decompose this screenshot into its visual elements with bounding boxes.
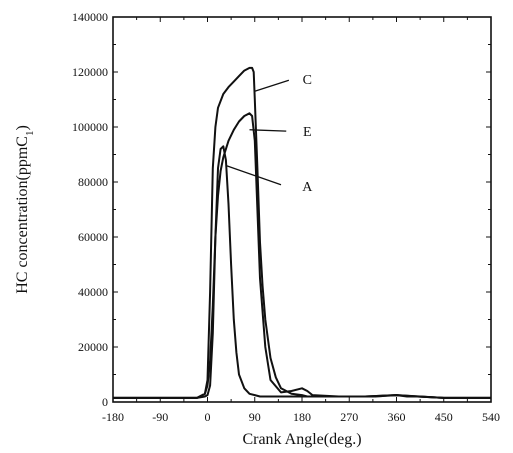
axis-ticks bbox=[112, 16, 492, 403]
y-tick-label: 120000 bbox=[72, 65, 108, 79]
x-tick-label: 0 bbox=[205, 410, 211, 424]
x-tick-label: 180 bbox=[293, 410, 311, 424]
annotation-leader-c bbox=[254, 79, 290, 92]
x-tick-label: 90 bbox=[249, 410, 261, 424]
annotation-label-a: A bbox=[302, 180, 313, 195]
annotation-leader-e bbox=[249, 129, 287, 132]
series-line-a bbox=[113, 145, 491, 399]
x-tick-label: -90 bbox=[152, 410, 168, 424]
annotation-label-c: C bbox=[303, 73, 312, 88]
y-tick-label: 100000 bbox=[72, 120, 108, 134]
x-tick-label: 360 bbox=[388, 410, 406, 424]
y-tick-label: 80000 bbox=[78, 175, 108, 189]
y-axis-title-end: ) bbox=[14, 125, 31, 130]
curve-annotations: C E A bbox=[225, 73, 313, 195]
annotation-leader-a bbox=[225, 164, 282, 186]
y-tick-label: 140000 bbox=[72, 10, 108, 24]
y-tick-label: 0 bbox=[102, 395, 108, 409]
x-tick-label: 270 bbox=[340, 410, 358, 424]
x-tick-label: 450 bbox=[435, 410, 453, 424]
tick-labels: -180 -90 0 90 180 270 360 450 540 0 20000 40000 6000… bbox=[72, 10, 500, 424]
y-axis-title: HC concentration(ppmC1) bbox=[14, 125, 36, 294]
x-tick-label: -180 bbox=[102, 410, 124, 424]
curves-layer bbox=[113, 66, 491, 399]
annotation-label-e: E bbox=[303, 125, 312, 140]
y-tick-label: 20000 bbox=[78, 340, 108, 354]
x-axis-title: Crank Angle(deg.) bbox=[242, 431, 361, 448]
x-tick-label: 540 bbox=[482, 410, 500, 424]
series-line-e bbox=[113, 112, 491, 399]
y-tick-label: 40000 bbox=[78, 285, 108, 299]
y-axis-title-subscript: 1 bbox=[24, 131, 36, 137]
y-tick-label: 60000 bbox=[78, 230, 108, 244]
series-line-c bbox=[113, 66, 491, 399]
y-axis-title-main: HC concentration(ppmC bbox=[14, 136, 31, 294]
